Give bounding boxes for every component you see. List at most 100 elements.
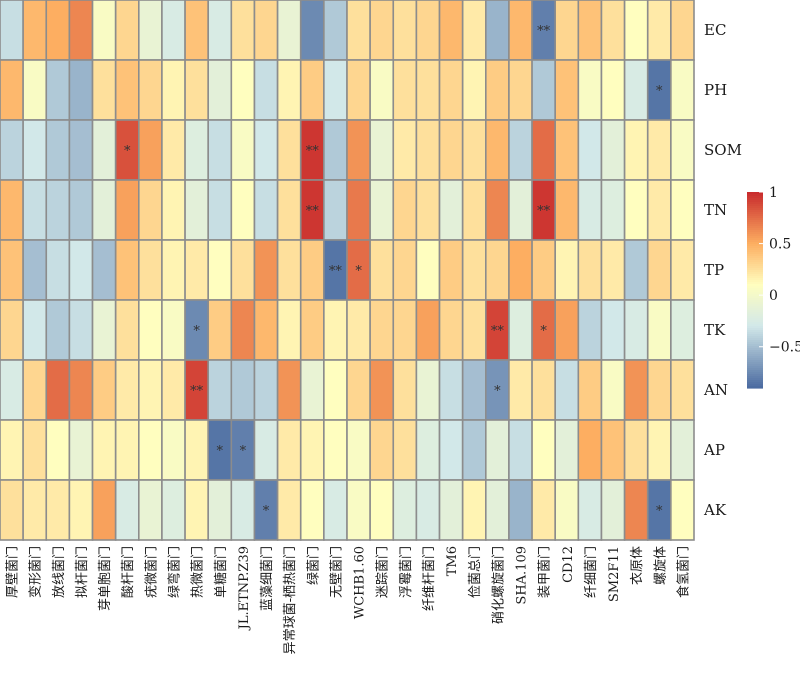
heatmap-cell-tn-12 xyxy=(253,179,279,241)
colorbar-segment xyxy=(747,278,763,281)
heatmap-cell-som-2 xyxy=(22,119,48,181)
heatmap-cell-tp-19 xyxy=(415,239,441,301)
heatmap-cell-tk-19 xyxy=(415,299,441,361)
heatmap-cell-ec-23 xyxy=(508,0,533,61)
colorbar-segment xyxy=(747,208,763,211)
heatmap-cell-ak-22 xyxy=(484,479,510,541)
heatmap-cell-tp-27 xyxy=(600,239,626,301)
heatmap-cell-ap-8 xyxy=(161,419,186,481)
heatmap-cell-tn-16 xyxy=(346,179,371,241)
row-label: TN xyxy=(704,201,727,219)
column-label: 绿弯菌门 xyxy=(167,546,183,598)
heatmap-cell-an-15 xyxy=(323,359,348,421)
colorbar-segment xyxy=(747,288,763,291)
colorbar-segment xyxy=(747,268,763,271)
colorbar-segment xyxy=(747,356,763,359)
colorbar-segment xyxy=(747,266,763,269)
colorbar-segment xyxy=(747,336,763,339)
heatmap-cell-ap-17 xyxy=(369,419,395,481)
heatmap-cell-tk-25 xyxy=(554,299,580,361)
heatmap-cell-an-4 xyxy=(68,359,94,421)
heatmap-cell-ec-13 xyxy=(276,0,302,61)
heatmap-cell-tk-28 xyxy=(623,299,649,361)
heatmap-cell-tk-3 xyxy=(45,299,71,361)
heatmap-cell-ap-23 xyxy=(508,419,533,481)
heatmap-cell-tn-27 xyxy=(600,179,626,241)
heatmap-cell-ph-18 xyxy=(392,59,418,121)
heatmap-cell-ap-18 xyxy=(392,419,418,481)
heatmap-cell-tn-7 xyxy=(138,179,163,241)
heatmap-cell-ph-17 xyxy=(369,59,395,121)
heatmap-cell-tn-21 xyxy=(461,179,487,241)
heatmap-cell-ap-3 xyxy=(45,419,71,481)
heatmap-cell-ak-4 xyxy=(68,479,94,541)
heatmap-cell-an-2 xyxy=(22,359,48,421)
heatmap-cell-som-30 xyxy=(670,119,695,181)
column-label: 纤细菌门 xyxy=(584,546,599,598)
heatmap-cell-tn-22 xyxy=(484,179,510,241)
colorbar-segment xyxy=(747,254,763,257)
heatmap-cell-tk-20 xyxy=(438,299,464,361)
heatmap-cell-ap-1 xyxy=(0,419,24,481)
heatmap-cell-an-14 xyxy=(299,359,325,421)
heatmap-cell-ph-24 xyxy=(531,59,557,121)
colorbar-segment xyxy=(747,376,763,379)
column-label: 放线菌门 xyxy=(52,546,67,598)
heatmap-cell-som-17 xyxy=(369,119,395,181)
colorbar-segment xyxy=(747,328,763,331)
heatmap-cell-ak-14 xyxy=(299,479,325,541)
heatmap-cell-som-29 xyxy=(646,119,672,181)
significance-mark: * xyxy=(540,324,547,339)
column-label: 硝化螺旋菌门 xyxy=(491,546,506,624)
colorbar-segment xyxy=(747,218,763,221)
colorbar-segment xyxy=(747,260,763,263)
heatmap-cell-tp-8 xyxy=(161,239,186,301)
heatmap-cell-som-4 xyxy=(68,119,94,181)
colorbar-segment xyxy=(747,242,763,245)
colorbar-segment xyxy=(747,330,763,333)
heatmap-cell-ec-26 xyxy=(577,0,603,61)
colorbar-segment xyxy=(747,322,763,325)
heatmap-cell-som-26 xyxy=(577,119,603,181)
heatmap-cell-ec-29 xyxy=(646,0,672,61)
heatmap-cell-tn-10 xyxy=(207,179,233,241)
heatmap-cell-tp-20 xyxy=(438,239,464,301)
column-label: 迷踪菌门 xyxy=(376,546,391,598)
heatmap-cell-ph-19 xyxy=(415,59,441,121)
heatmap-cell-ec-17 xyxy=(369,0,395,61)
column-label: 螺旋体 xyxy=(653,546,668,585)
heatmap-cell-ak-15 xyxy=(323,479,348,541)
heatmap-cell-tp-17 xyxy=(369,239,395,301)
colorbar-segment xyxy=(747,344,763,347)
heatmap-cell-ph-25 xyxy=(554,59,580,121)
colorbar-segment xyxy=(747,238,763,241)
heatmap-cell-ak-5 xyxy=(91,479,117,541)
column-label: TM6 xyxy=(445,546,460,576)
significance-mark: * xyxy=(355,264,362,279)
colorbar-segment xyxy=(747,324,763,327)
column-label: 无壁菌门 xyxy=(329,546,344,598)
colorbar-segment xyxy=(747,352,763,355)
heatmap-cell-ap-13 xyxy=(276,419,302,481)
column-label: 热微菌门 xyxy=(191,546,206,598)
heatmap-cell-som-19 xyxy=(415,119,441,181)
heatmap-cell-an-28 xyxy=(623,359,649,421)
heatmap-cell-an-24 xyxy=(531,359,557,421)
heatmap-cell-an-18 xyxy=(392,359,418,421)
heatmap-cell-ak-9 xyxy=(184,479,210,541)
colorbar-legend: 1 0.5 0 −0.5 xyxy=(747,185,800,389)
row-label: AK xyxy=(703,501,727,519)
heatmap-cell-ec-8 xyxy=(161,0,186,61)
colorbar-segment xyxy=(747,204,763,207)
row-label: TP xyxy=(704,261,724,279)
heatmap-cell-som-22 xyxy=(484,119,510,181)
heatmap-cell-tn-26 xyxy=(577,179,603,241)
significance-mark: * xyxy=(217,444,224,459)
heatmap-cell-ak-3 xyxy=(45,479,71,541)
heatmap-cell-tk-2 xyxy=(22,299,48,361)
heatmap-cell-an-6 xyxy=(114,359,140,421)
heatmap-cell-tn-18 xyxy=(392,179,418,241)
heatmap-cell-ec-2 xyxy=(22,0,48,61)
row-label: AP xyxy=(703,441,725,459)
